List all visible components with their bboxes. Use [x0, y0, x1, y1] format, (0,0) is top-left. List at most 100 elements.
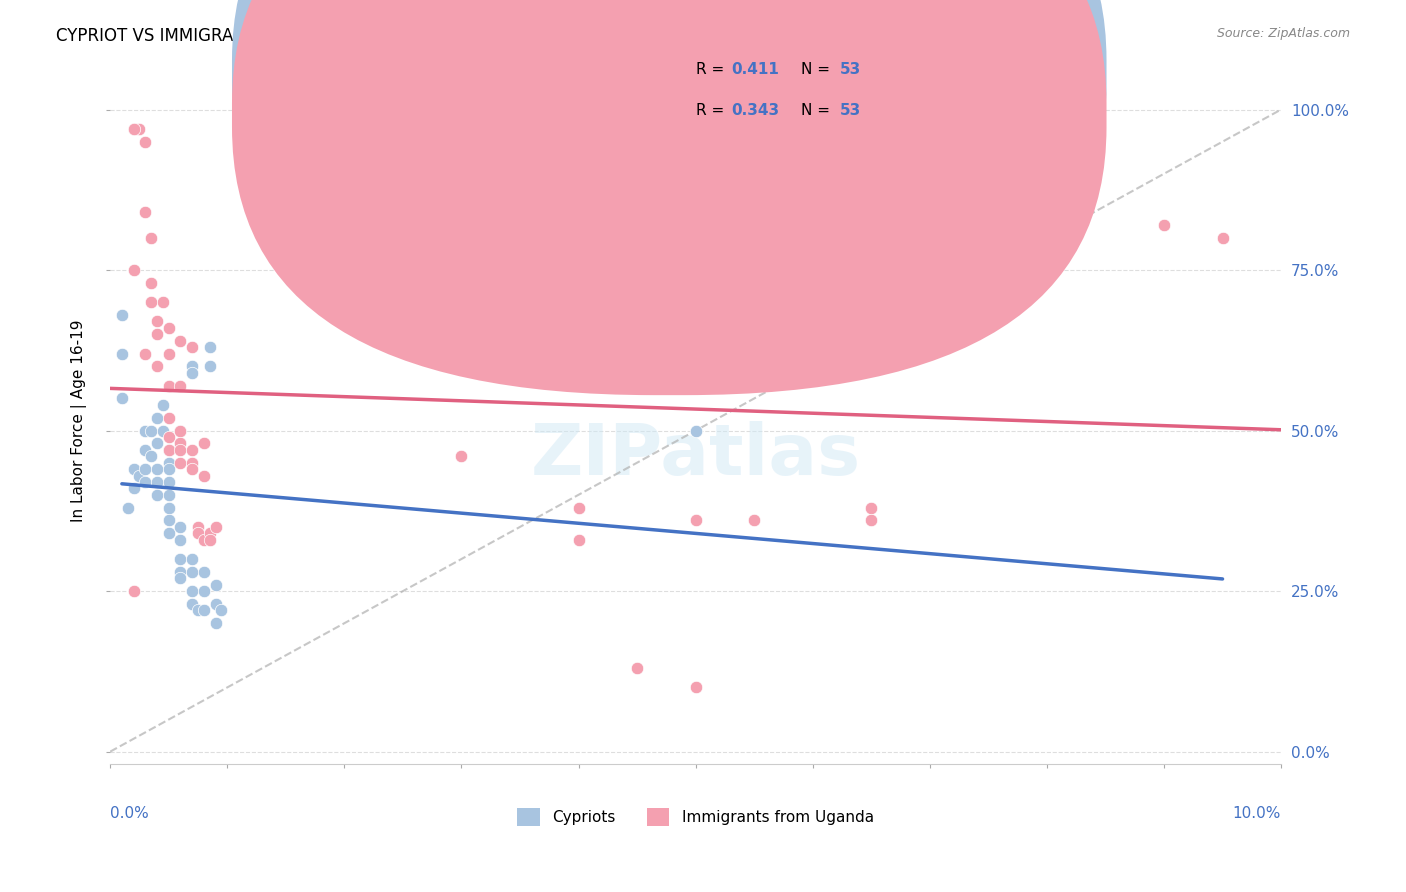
- Point: [742, 514, 765, 528]
- Point: [193, 533, 215, 547]
- Point: [146, 410, 169, 425]
- Point: [209, 603, 232, 617]
- Point: [198, 533, 221, 547]
- Text: CYPRIOT VS IMMIGRANTS FROM UGANDA IN LABOR FORCE | AGE 16-19 CORRELATION CHART: CYPRIOT VS IMMIGRANTS FROM UGANDA IN LAB…: [56, 27, 832, 45]
- Point: [169, 436, 191, 450]
- Point: [152, 295, 174, 310]
- Point: [1212, 231, 1234, 245]
- Point: [146, 314, 169, 328]
- Point: [181, 366, 204, 380]
- Point: [187, 603, 209, 617]
- Point: [169, 456, 191, 470]
- Point: [111, 392, 134, 406]
- Point: [181, 565, 204, 579]
- Text: 53: 53: [839, 103, 860, 118]
- Point: [157, 456, 180, 470]
- Point: [567, 533, 589, 547]
- Point: [122, 121, 145, 136]
- Text: R =: R =: [696, 103, 730, 118]
- Point: [567, 500, 589, 515]
- Point: [146, 475, 169, 489]
- Point: [450, 450, 472, 464]
- Point: [134, 442, 156, 457]
- Text: 0.0%: 0.0%: [110, 805, 149, 821]
- Point: [193, 436, 215, 450]
- Point: [169, 442, 191, 457]
- Point: [134, 475, 156, 489]
- Text: ZIPatlas: ZIPatlas: [530, 421, 860, 490]
- Point: [198, 359, 221, 374]
- Point: [157, 442, 180, 457]
- Point: [181, 456, 204, 470]
- Point: [181, 462, 204, 476]
- Point: [157, 462, 180, 476]
- Point: [685, 514, 707, 528]
- Point: [187, 526, 209, 541]
- Point: [181, 442, 204, 457]
- Point: [122, 482, 145, 496]
- Point: [157, 346, 180, 360]
- Point: [169, 565, 191, 579]
- Point: [157, 526, 180, 541]
- Point: [157, 500, 180, 515]
- Point: [157, 488, 180, 502]
- Point: [134, 462, 156, 476]
- Point: [122, 121, 145, 136]
- Y-axis label: In Labor Force | Age 16-19: In Labor Force | Age 16-19: [72, 319, 87, 522]
- Point: [122, 263, 145, 277]
- Point: [169, 520, 191, 534]
- Point: [204, 616, 226, 631]
- Point: [685, 681, 707, 695]
- Point: [157, 514, 180, 528]
- Point: [139, 231, 162, 245]
- Point: [918, 308, 941, 322]
- Text: 0.411: 0.411: [731, 62, 779, 77]
- Point: [128, 121, 150, 136]
- Point: [146, 436, 169, 450]
- Point: [157, 410, 180, 425]
- Point: [152, 398, 174, 412]
- Point: [169, 571, 191, 585]
- Point: [157, 430, 180, 444]
- Point: [181, 340, 204, 354]
- Point: [152, 424, 174, 438]
- Point: [977, 244, 1000, 258]
- Text: R =: R =: [696, 62, 730, 77]
- Point: [139, 276, 162, 290]
- Point: [193, 565, 215, 579]
- Point: [157, 475, 180, 489]
- Point: [181, 597, 204, 611]
- Point: [169, 378, 191, 392]
- Point: [169, 552, 191, 566]
- Point: [157, 321, 180, 335]
- Point: [146, 327, 169, 342]
- Point: [198, 340, 221, 354]
- Point: [742, 211, 765, 226]
- Point: [134, 135, 156, 149]
- Point: [169, 533, 191, 547]
- Point: [122, 462, 145, 476]
- Point: [146, 488, 169, 502]
- Point: [198, 526, 221, 541]
- Point: [128, 468, 150, 483]
- Point: [204, 577, 226, 591]
- Point: [157, 378, 180, 392]
- Point: [193, 584, 215, 599]
- Point: [204, 520, 226, 534]
- Point: [146, 359, 169, 374]
- Point: [193, 603, 215, 617]
- Point: [111, 346, 134, 360]
- Point: [111, 308, 134, 322]
- Text: 53: 53: [839, 62, 860, 77]
- Point: [117, 500, 139, 515]
- Text: Source: ZipAtlas.com: Source: ZipAtlas.com: [1216, 27, 1350, 40]
- Point: [181, 359, 204, 374]
- Point: [134, 424, 156, 438]
- Text: 10.0%: 10.0%: [1233, 805, 1281, 821]
- Point: [169, 334, 191, 348]
- Point: [169, 424, 191, 438]
- Point: [626, 661, 648, 675]
- Point: [860, 514, 883, 528]
- Point: [860, 500, 883, 515]
- Point: [157, 442, 180, 457]
